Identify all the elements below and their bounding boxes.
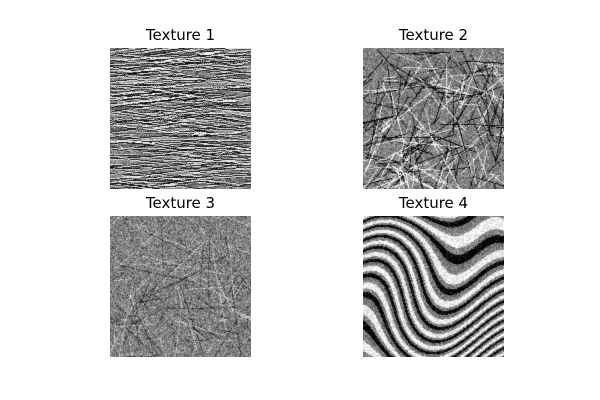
texture-1-image	[110, 48, 251, 189]
texture-3-image	[110, 216, 251, 357]
texture-4-title: Texture 4	[398, 194, 469, 212]
texture-2-image	[363, 48, 504, 189]
texture-3-title: Texture 3	[145, 194, 216, 212]
texture-2-title: Texture 2	[398, 26, 469, 44]
texture-1-title: Texture 1	[145, 26, 216, 44]
texture-4-image	[363, 216, 504, 357]
